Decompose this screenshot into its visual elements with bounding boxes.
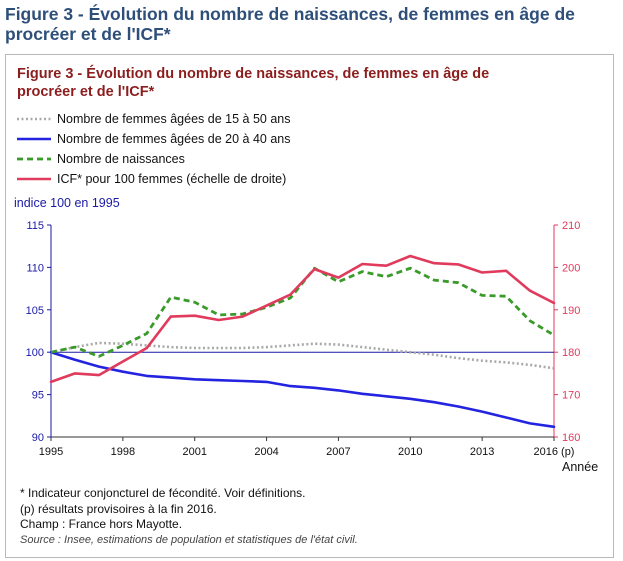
x-tick-label: 2010 [398, 446, 422, 458]
right-tick-label: 210 [562, 220, 580, 232]
legend-label: ICF* pour 100 femmes (échelle de droite) [57, 172, 287, 186]
footnote-scope: Champ : France hors Mayotte. [20, 517, 183, 531]
source-note: Source : Insee, estimations de populatio… [20, 533, 358, 546]
footnote-provisional: (p) résultats provisoires à la fin 2016. [20, 501, 217, 516]
right-tick-label: 200 [562, 262, 580, 274]
series-line-4 [49, 254, 556, 384]
right-tick-label: 180 [562, 347, 580, 359]
x-tick-label: 2013 [470, 446, 494, 458]
page-title: Figure 3 - Évolution du nombre de naissa… [5, 4, 575, 44]
left-tick-label: 95 [32, 390, 44, 402]
left-tick-label: 105 [26, 305, 44, 317]
footnotes: * Indicateur conjoncturel de fécondité. … [20, 486, 358, 548]
figure-panel: Figure 3 - Évolution du nombre de naissa… [5, 54, 614, 558]
left-axis-title: indice 100 en 1995 [14, 196, 120, 210]
right-tick-label: 160 [562, 432, 580, 444]
legend-item: Nombre de femmes âgées de 15 à 50 ans [17, 109, 290, 129]
x-tick-label: 2007 [326, 446, 350, 458]
legend-label: Nombre de naissances [57, 152, 185, 166]
legend-item: Nombre de femmes âgées de 20 à 40 ans [17, 129, 290, 149]
right-tick-label: 190 [562, 305, 580, 317]
x-tick-label: 2016 (p) [534, 446, 575, 458]
line-chart: indice 100 en 1995 90 95 100 105 110 115 160 170… [14, 196, 598, 474]
x-tick-label: 2004 [254, 446, 278, 458]
legend-swatch-solid-red [17, 177, 51, 181]
x-tick-label: 1998 [111, 446, 135, 458]
left-tick-label: 90 [32, 432, 44, 444]
legend-swatch-solid-blue [17, 137, 51, 141]
x-axis-title: Année [562, 460, 598, 474]
footnote-icf: * Indicateur conjoncturel de fécondité. … [20, 486, 306, 500]
legend: Nombre de femmes âgées de 15 à 50 ans No… [17, 109, 290, 189]
legend-swatch-dashed-green [17, 157, 51, 161]
legend-label: Nombre de femmes âgées de 15 à 50 ans [57, 112, 291, 126]
left-tick-label: 115 [26, 220, 44, 232]
legend-item: Nombre de naissances [17, 149, 290, 169]
series-line-2 [49, 350, 556, 429]
left-tick-label: 110 [26, 262, 44, 274]
legend-item: ICF* pour 100 femmes (échelle de droite) [17, 169, 290, 189]
right-tick-label: 170 [562, 390, 580, 402]
series-line-1 [50, 341, 555, 370]
legend-label: Nombre de femmes âgées de 20 à 40 ans [57, 132, 291, 146]
x-tick-label: 1995 [39, 446, 63, 458]
x-tick-label: 2001 [182, 446, 206, 458]
figure-title: Figure 3 - Évolution du nombre de naissa… [17, 66, 490, 100]
left-tick-label: 100 [26, 347, 44, 359]
legend-swatch-dotted-grey [17, 117, 51, 121]
